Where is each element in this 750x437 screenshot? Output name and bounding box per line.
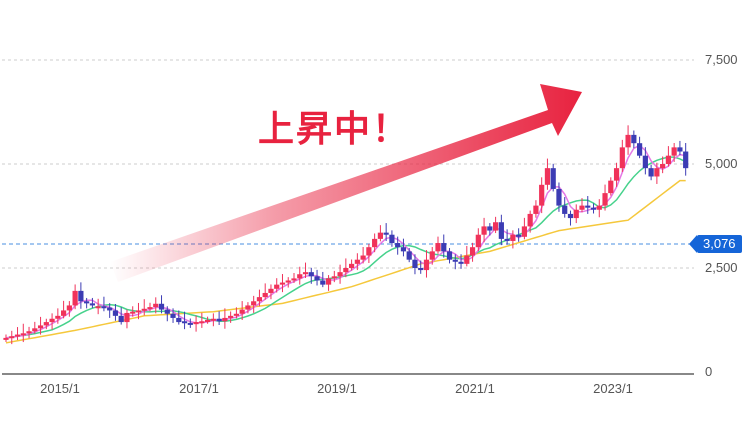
x-tick-2019: 2019/1 (317, 381, 357, 396)
y-tick-0: 0 (705, 364, 713, 379)
x-tick-2015: 2015/1 (40, 381, 80, 396)
y-tick-7500: 7,500 (705, 52, 738, 67)
current-price-tag: 3,076 (689, 235, 742, 253)
y-tick-2500: 2,500 (705, 260, 738, 275)
y-tick-5000: 5,000 (705, 156, 738, 171)
headline-rising: 上昇中！ (258, 109, 411, 150)
gridlines (2, 59, 694, 269)
candles (3, 125, 689, 345)
x-tick-2017: 2017/1 (179, 381, 219, 396)
x-tick-2023: 2023/1 (593, 381, 633, 396)
x-tick-2021: 2021/1 (455, 381, 495, 396)
rising-arrow (110, 84, 582, 282)
